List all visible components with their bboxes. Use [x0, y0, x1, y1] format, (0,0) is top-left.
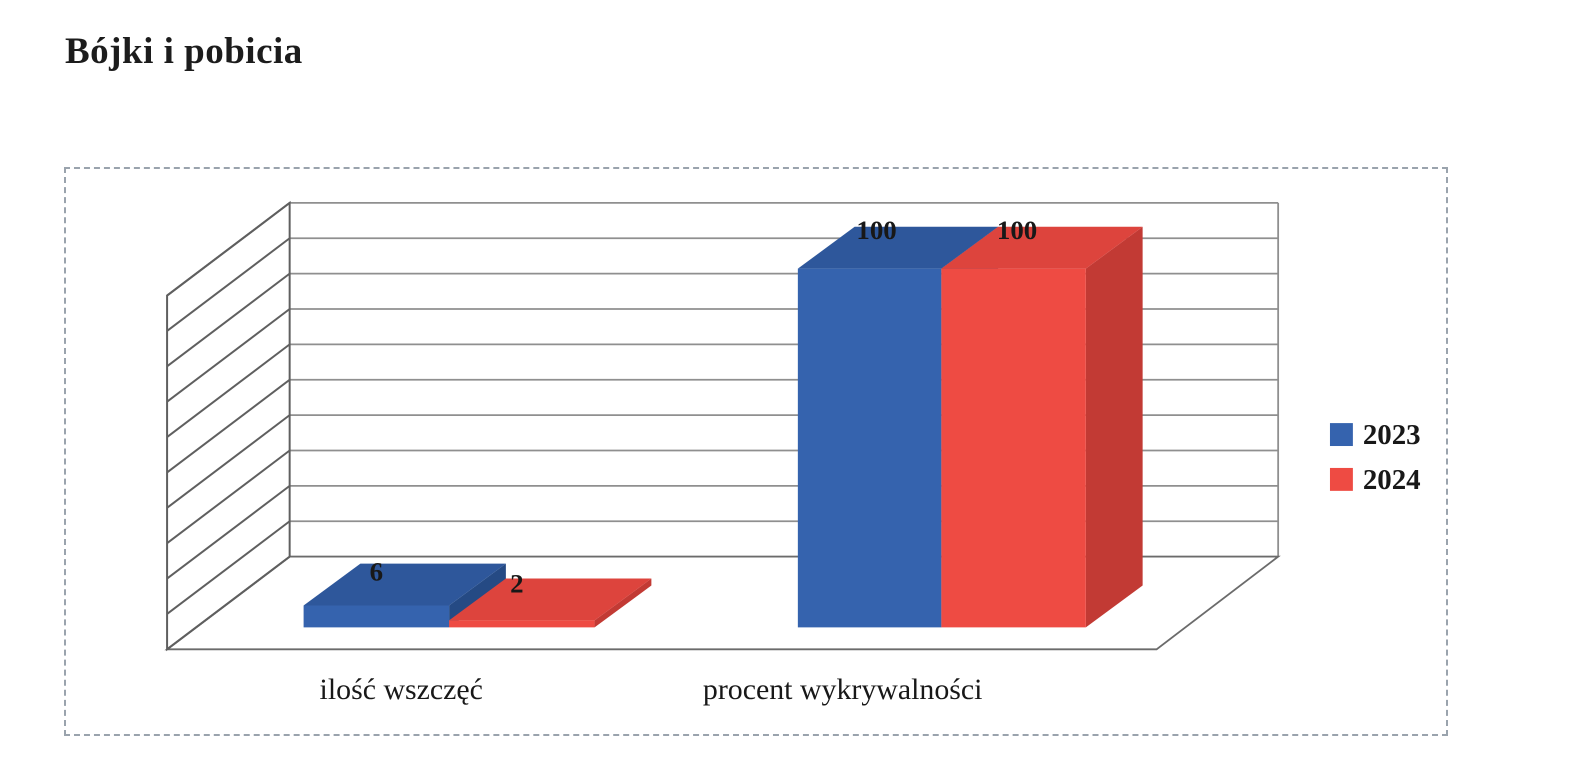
legend-swatch-2023	[1329, 423, 1353, 447]
data-label-2023-ilosc: 6	[370, 557, 383, 587]
legend-label-2023: 2023	[1363, 419, 1421, 451]
legend-item-2024: 2024	[1329, 464, 1421, 496]
category-label-procent-wykrywalnosci: procent wykrywalności	[703, 673, 983, 706]
legend-item-2023: 2023	[1329, 419, 1421, 451]
chart-frame: 6 2 100 100 ilość wszczęć procent wykryw…	[64, 167, 1448, 736]
bar-2024-ilosc-wszczec	[449, 578, 652, 628]
page-title: Bójki i pobicia	[65, 31, 303, 72]
chart-legend: 2023 2024	[1329, 419, 1421, 496]
bar-chart-3d: 6 2 100 100 ilość wszczęć procent wykryw…	[164, 200, 1421, 706]
bar-2023-ilosc-wszczec	[303, 563, 506, 628]
data-label-2024-ilosc: 2	[510, 569, 523, 599]
category-axis-labels: ilość wszczęć procent wykrywalności	[320, 673, 983, 706]
data-label-2023-procent: 100	[856, 215, 896, 245]
category-label-ilosc-wszczec: ilość wszczęć	[320, 673, 483, 706]
legend-label-2024: 2024	[1363, 464, 1421, 496]
bar-2024-procent-wykrywalnosci	[941, 226, 1143, 628]
legend-swatch-2024	[1329, 467, 1353, 491]
data-label-2024-procent: 100	[997, 215, 1037, 245]
left-wall	[166, 200, 291, 652]
data-labels: 6 2 100 100	[370, 215, 1038, 599]
